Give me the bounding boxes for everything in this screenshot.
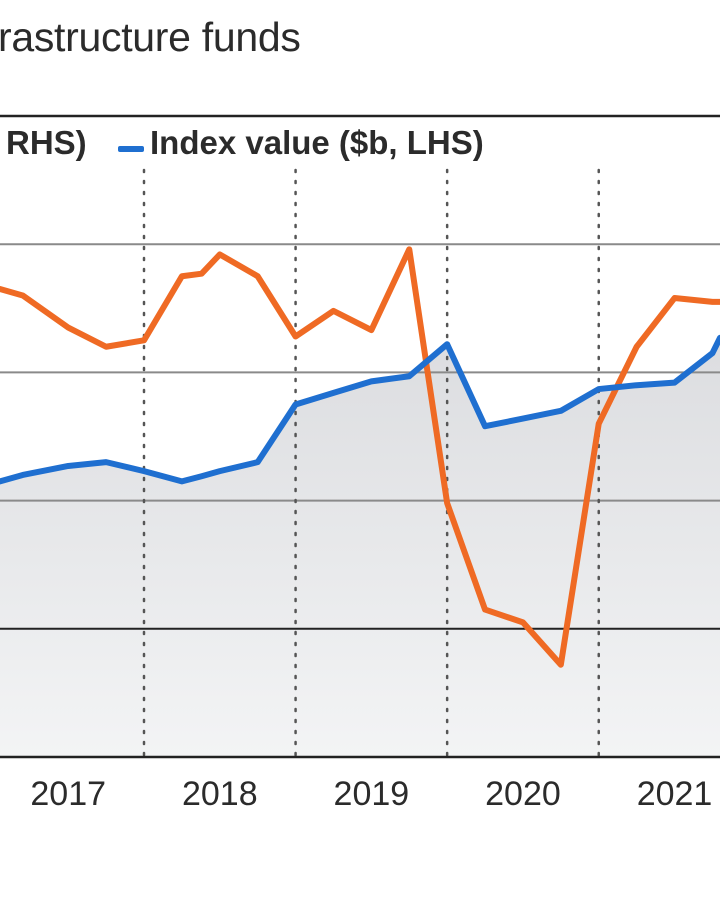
- x-tick-label: 2021: [637, 775, 713, 813]
- x-tick-label: 2020: [485, 775, 561, 813]
- x-tick-label: 2019: [334, 775, 410, 813]
- legend-blue-label: Index value ($b, LHS): [150, 124, 484, 161]
- chart-title: rastructure funds: [0, 14, 301, 60]
- legend-orange-label: RHS): [6, 124, 87, 161]
- legend-blue-swatch: [118, 146, 144, 152]
- x-tick-label: 2017: [30, 775, 106, 813]
- index-area-fill: [0, 337, 720, 757]
- index-value-line: [0, 334, 720, 485]
- x-tick-label: 2018: [182, 775, 258, 813]
